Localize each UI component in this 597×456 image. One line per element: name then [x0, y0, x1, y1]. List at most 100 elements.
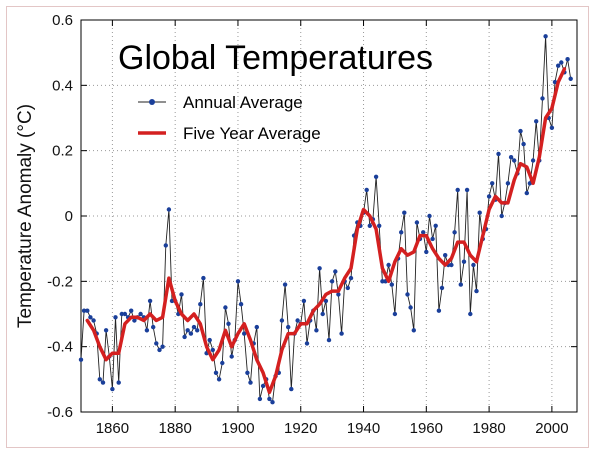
annual-average-point: [132, 318, 137, 323]
annual-average-point: [286, 324, 291, 330]
annual-average-point: [216, 377, 222, 382]
annual-average-point: [486, 194, 492, 199]
annual-average-point: [267, 396, 272, 402]
annual-average-point: [210, 347, 215, 353]
annual-average-point: [339, 331, 344, 336]
annual-average-point: [565, 57, 570, 62]
legend-annual-marker: [149, 99, 155, 105]
annual-average-point: [129, 308, 134, 313]
annual-average-point: [543, 34, 548, 39]
annual-average-point: [348, 275, 354, 281]
annual-average-point: [191, 324, 197, 330]
annual-average-point: [138, 311, 143, 317]
annual-average-point: [160, 344, 165, 349]
y-tick-labels: -0.6 -0.4 -0.2 0 0.2 0.4 0.6: [47, 12, 73, 421]
annual-average-point: [458, 282, 463, 287]
annual-average-point: [254, 324, 259, 330]
annual-average-point: [405, 292, 410, 297]
x-tick-label: 1980: [472, 420, 505, 437]
annual-average-point: [430, 236, 435, 242]
annual-average-point: [110, 386, 115, 392]
annual-average-point: [91, 318, 96, 323]
annual-average-point: [333, 269, 338, 274]
annual-average-point: [235, 279, 241, 284]
annual-average-point: [245, 370, 250, 375]
annual-average-point: [402, 210, 407, 215]
annual-average-point: [85, 308, 90, 313]
legend-annual-label: Annual Average: [183, 93, 303, 112]
annual-average-point: [336, 292, 341, 297]
annual-average-point: [345, 285, 350, 291]
annual-average-point: [157, 347, 162, 353]
annual-average-point: [464, 187, 470, 193]
annual-average-point: [257, 396, 263, 402]
annual-average-point: [185, 328, 190, 333]
x-tick-label: 1880: [158, 420, 191, 437]
annual-average-point: [518, 128, 523, 134]
annual-average-point: [323, 298, 329, 304]
annual-average-point: [220, 360, 225, 366]
annual-average-point: [100, 380, 106, 385]
axis-ticks: [81, 19, 577, 413]
annual-average-point: [238, 302, 244, 307]
x-tick-label: 1900: [221, 420, 254, 437]
annual-average-point: [116, 380, 121, 385]
annual-average-point: [427, 213, 432, 219]
annual-average-point: [521, 141, 526, 147]
annual-average-point: [88, 315, 93, 320]
annual-average-point: [505, 181, 511, 186]
annual-average-point: [163, 243, 168, 248]
x-tick-label: 1860: [96, 420, 129, 437]
annual-average-point: [439, 285, 445, 291]
five-year-average-line: [85, 67, 567, 395]
annual-average-point: [455, 187, 460, 193]
annual-average-point: [508, 155, 514, 160]
annual-average-point: [207, 337, 212, 343]
x-tick-label: 1940: [347, 420, 380, 437]
legend-five-year-label: Five Year Average: [183, 124, 321, 143]
annual-average-point: [201, 275, 206, 281]
annual-average-point: [490, 181, 495, 186]
annual-average-point: [97, 377, 103, 382]
annual-average-point: [461, 259, 467, 264]
annual-average-point: [477, 210, 482, 215]
annual-average-point: [556, 63, 561, 68]
annual-average-point: [421, 230, 426, 235]
annual-average-point: [524, 190, 529, 196]
annual-average-point: [436, 308, 442, 313]
annual-average-point: [499, 213, 504, 219]
grid-lines: [81, 20, 577, 412]
annual-average-point: [81, 308, 87, 313]
annual-average-point: [329, 279, 335, 284]
annual-average-point: [449, 262, 454, 268]
annual-average-point: [182, 334, 187, 340]
annual-average-point: [147, 298, 153, 304]
y-tick-label: -0.2: [47, 273, 73, 290]
x-tick-label: 1920: [284, 420, 317, 437]
y-tick-label: -0.4: [47, 339, 73, 356]
annual-average-point: [389, 282, 394, 287]
annual-average-point: [433, 223, 438, 228]
annual-average-point: [314, 328, 319, 333]
annual-average-point: [530, 158, 536, 163]
annual-average-point: [223, 305, 228, 310]
annual-average-point: [468, 311, 473, 317]
annual-average-point: [282, 282, 288, 287]
annual-average-point: [270, 400, 275, 405]
annual-average-point: [559, 60, 564, 65]
annual-average-point: [260, 383, 266, 389]
x-tick-label: 2000: [535, 420, 568, 437]
annual-average-point: [452, 230, 457, 235]
annual-average-point: [113, 315, 118, 320]
annual-average-point: [151, 324, 156, 330]
annual-average-point: [474, 288, 479, 294]
y-tick-label: 0.6: [52, 12, 73, 29]
annual-average-point: [304, 341, 310, 346]
annual-average-point: [568, 76, 573, 82]
annual-average-point: [195, 328, 200, 333]
annual-average-point: [443, 253, 448, 258]
chart-title: Global Temperatures: [118, 39, 433, 77]
annual-average-point: [377, 223, 382, 228]
annual-average-point: [392, 311, 398, 317]
